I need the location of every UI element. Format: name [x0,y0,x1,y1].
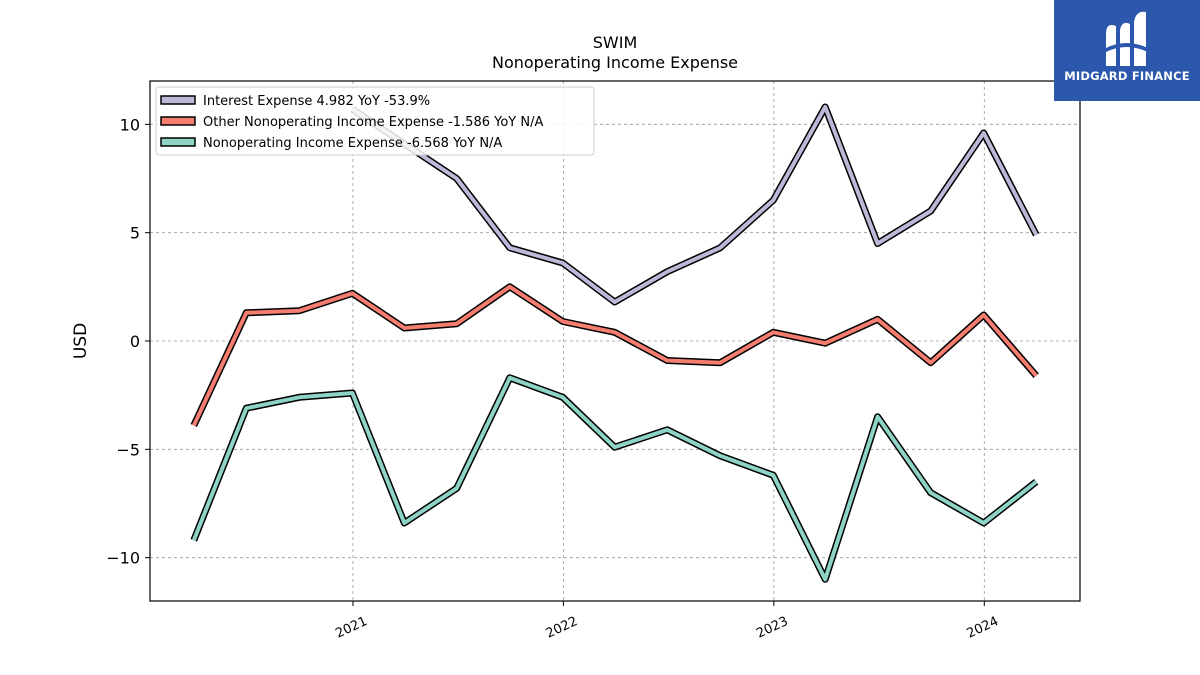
legend-swatch [160,95,196,105]
chart-title: SWIM [593,33,638,52]
brand-name: MIDGARD FINANCE [1064,69,1190,83]
x-tick-label: 2024 [965,614,1001,642]
legend-label: Interest Expense 4.982 YoY -53.9% [203,94,430,109]
x-tick-label: 2023 [754,614,790,642]
x-tick-label: 2022 [544,614,580,642]
chart-subtitle: Nonoperating Income Expense [492,53,738,72]
grid [150,81,1080,601]
legend-label: Nonoperating Income Expense -6.568 YoY N… [203,136,502,151]
series-line [190,374,1039,583]
legend-swatch [160,137,196,147]
x-tick-label: 2021 [333,614,369,642]
legend: Interest Expense 4.982 YoY -53.9% Other N… [155,86,595,156]
series-line [190,283,1039,427]
series-stroke [191,375,1038,582]
series-outline [190,374,1039,583]
y-tick-label: −5 [116,440,140,459]
series-stroke [191,284,1038,427]
series-outline [190,283,1039,427]
legend-swatch [160,116,196,126]
y-axis: −10 −5 0 5 10 [106,115,150,568]
midgard-logo-icon [1106,11,1148,66]
series-group [190,103,1040,583]
series-line [350,103,1040,306]
x-axis: 2021 2022 2023 2024 [333,601,1001,642]
y-tick-label: 5 [130,224,140,243]
series-stroke [351,105,1038,304]
legend-box [155,86,595,156]
y-tick-label: 10 [120,115,140,134]
legend-item: Other Nonoperating Income Expense -1.586… [160,115,543,130]
y-axis-label: USD [71,323,91,359]
brand-logo: MIDGARD FINANCE [1054,0,1200,101]
y-tick-label: −10 [106,549,140,568]
legend-item: Interest Expense 4.982 YoY -53.9% [160,94,430,109]
legend-label: Other Nonoperating Income Expense -1.586… [203,115,543,130]
y-tick-label: 0 [130,332,140,351]
legend-item: Nonoperating Income Expense -6.568 YoY N… [160,136,502,151]
